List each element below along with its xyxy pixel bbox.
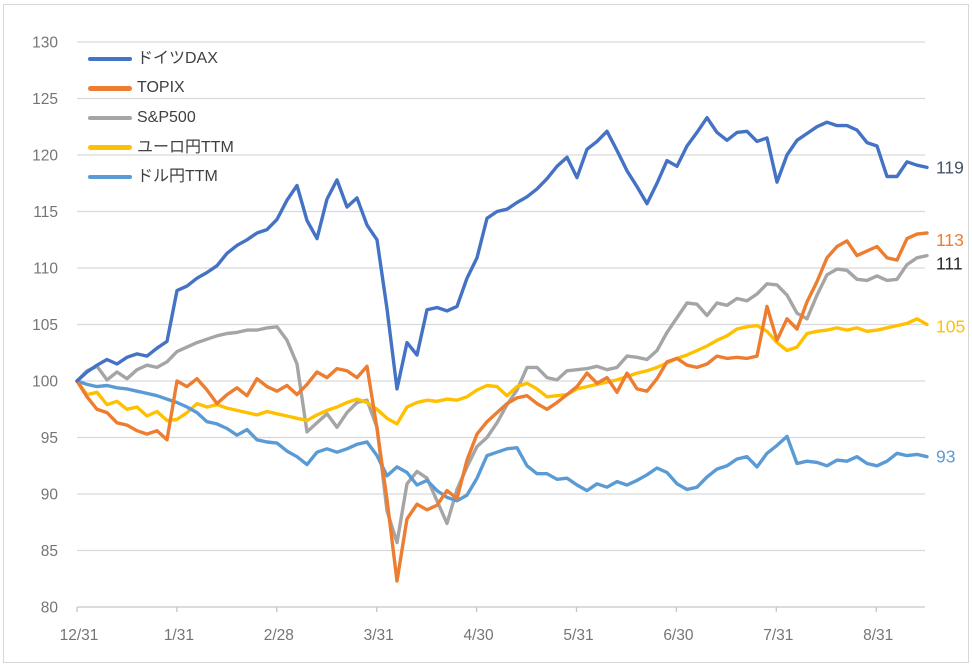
y-axis-tick-label: 100 bbox=[32, 374, 58, 391]
series-line-5 bbox=[75, 379, 929, 503]
y-axis-tick-label: 90 bbox=[41, 487, 59, 504]
legend-label: ドル円TTM bbox=[137, 168, 218, 186]
series-line-3 bbox=[75, 253, 929, 545]
x-axis-tick-label: 6/30 bbox=[663, 627, 694, 644]
series-end-value-label: 105 bbox=[936, 317, 965, 337]
legend-line-swatch bbox=[88, 115, 132, 121]
legend-item-3[interactable]: S&P500 bbox=[88, 103, 234, 133]
x-axis-tick-label: 3/31 bbox=[364, 627, 394, 644]
y-axis-tick-label: 115 bbox=[33, 204, 58, 221]
legend-label: ユーロ円TTM bbox=[137, 138, 234, 156]
legend-label: TOPIX bbox=[137, 79, 185, 97]
y-axis-tick-label: 80 bbox=[41, 600, 59, 617]
legend: ドイツDAX TOPIX S&P500 ユーロ円TTM ドル円TTM bbox=[88, 44, 234, 192]
legend-line-swatch bbox=[88, 56, 132, 62]
y-axis-tick-label: 95 bbox=[41, 430, 58, 447]
x-axis-tick-label: 5/31 bbox=[563, 627, 593, 644]
series-end-value-label: 119 bbox=[936, 157, 964, 177]
series-end-value-label: 93 bbox=[936, 447, 955, 467]
y-axis-tick-label: 125 bbox=[32, 91, 58, 108]
series-end-value-label: 113 bbox=[936, 230, 964, 250]
series-line-1 bbox=[75, 115, 929, 391]
x-axis-tick-label: 7/31 bbox=[763, 627, 793, 644]
legend-line-swatch bbox=[88, 86, 132, 91]
legend-line-swatch bbox=[88, 145, 132, 150]
legend-label: S&P500 bbox=[137, 108, 196, 126]
legend-item-1[interactable]: ドイツDAX bbox=[88, 44, 234, 74]
x-axis-tick-label: 2/28 bbox=[264, 627, 294, 644]
x-axis-tick-label: 8/31 bbox=[863, 627, 893, 644]
y-axis-tick-label: 130 bbox=[32, 35, 58, 52]
y-axis-tick-label: 120 bbox=[32, 148, 58, 165]
y-axis-tick-label: 110 bbox=[33, 261, 58, 278]
y-axis-tick-label: 105 bbox=[32, 317, 58, 334]
legend-item-2[interactable]: TOPIX bbox=[88, 74, 234, 104]
series-end-value-label: 111 bbox=[936, 254, 963, 274]
x-axis-tick-label: 1/31 bbox=[164, 627, 194, 644]
x-axis-tick-label: 4/30 bbox=[464, 627, 495, 644]
y-axis-tick-label: 85 bbox=[41, 543, 58, 560]
series-line-4 bbox=[75, 317, 929, 426]
legend-line-swatch bbox=[88, 174, 132, 180]
legend-item-4[interactable]: ユーロ円TTM bbox=[88, 133, 234, 163]
legend-item-5[interactable]: ドル円TTM bbox=[88, 162, 234, 192]
x-axis-tick-label: 12/31 bbox=[60, 627, 99, 644]
legend-label: ドイツDAX bbox=[137, 49, 218, 67]
series-line-2 bbox=[75, 231, 929, 583]
